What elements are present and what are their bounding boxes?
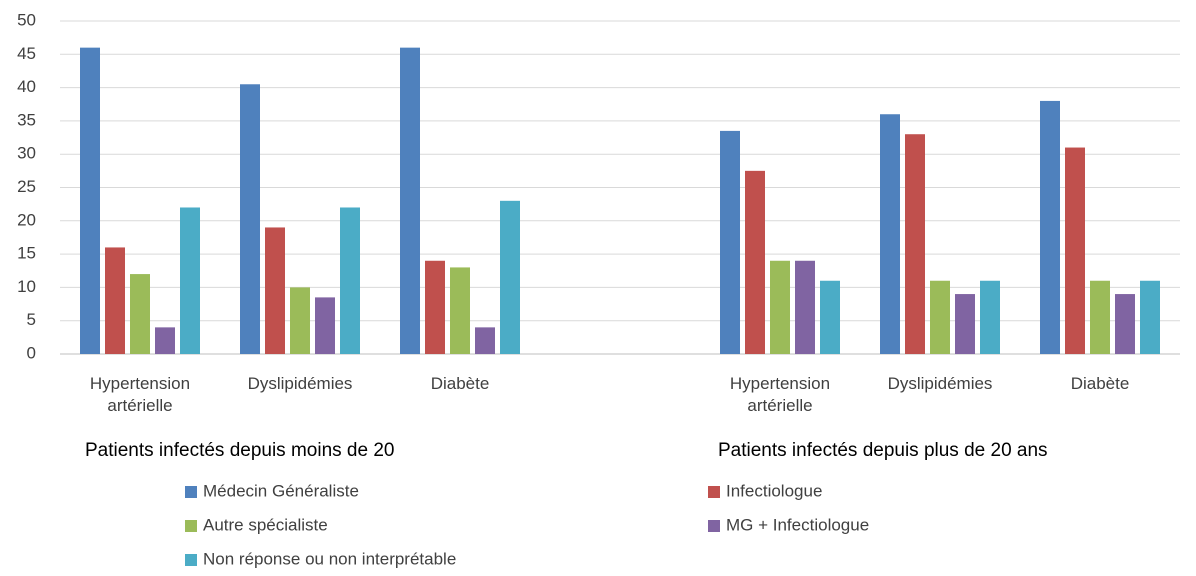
y-tick-label: 35 xyxy=(17,110,36,129)
x-tick-label: Hypertension artérielle xyxy=(89,374,191,415)
bar xyxy=(340,207,360,354)
bar xyxy=(980,280,1000,354)
bar xyxy=(1090,280,1110,354)
bar xyxy=(955,294,975,354)
bar xyxy=(425,260,445,354)
bar xyxy=(290,287,310,354)
bar xyxy=(820,280,840,354)
bar xyxy=(80,47,100,354)
y-tick-label: 20 xyxy=(17,210,36,229)
legend-label: Autre spécialiste xyxy=(203,515,328,534)
bar xyxy=(130,274,150,354)
bar xyxy=(770,260,790,354)
bar xyxy=(880,114,900,355)
x-tick-label: Hypertension artérielle xyxy=(729,374,831,415)
bar xyxy=(795,260,815,354)
bar xyxy=(400,47,420,354)
y-tick-label: 30 xyxy=(17,144,36,163)
legend-swatch xyxy=(708,520,720,532)
bar xyxy=(180,207,200,354)
y-tick-label: 40 xyxy=(17,77,36,96)
bar xyxy=(905,134,925,354)
bar xyxy=(930,280,950,354)
bar xyxy=(720,130,740,354)
bar xyxy=(265,227,285,354)
legend-label: Non réponse ou non interprétable xyxy=(203,549,456,568)
legend-swatch xyxy=(185,520,197,532)
x-tick-label: Dyslipidémies xyxy=(247,374,353,393)
x-tick-label: Diabète xyxy=(430,374,490,393)
bar xyxy=(450,267,470,354)
bar xyxy=(745,170,765,354)
x-tick-label: Dyslipidémies xyxy=(887,374,993,393)
y-tick-label: 0 xyxy=(27,343,36,362)
legend-swatch xyxy=(185,554,197,566)
y-tick-label: 45 xyxy=(17,44,36,63)
bar xyxy=(1065,147,1085,354)
bar xyxy=(105,247,125,354)
y-tick-label: 10 xyxy=(17,277,36,296)
legend-label: Infectiologue xyxy=(726,481,822,500)
y-tick-label: 15 xyxy=(17,244,36,263)
bar xyxy=(315,297,335,354)
y-tick-label: 5 xyxy=(27,310,36,329)
bar xyxy=(1140,280,1160,354)
bar xyxy=(1040,100,1060,354)
bar xyxy=(155,327,175,354)
legend-swatch xyxy=(708,486,720,498)
bar xyxy=(240,84,260,355)
bar xyxy=(1115,294,1135,354)
bar xyxy=(500,200,520,354)
y-tick-label: 25 xyxy=(17,177,36,196)
group-label: Patients infectés depuis plus de 20 ans xyxy=(718,440,1048,461)
bar xyxy=(475,327,495,354)
legend-label: MG + Infectiologue xyxy=(726,515,869,534)
group-label: Patients infectés depuis moins de 20 xyxy=(85,440,394,461)
y-tick-label: 50 xyxy=(17,10,36,29)
x-tick-label: Diabète xyxy=(1070,374,1130,393)
legend-swatch xyxy=(185,486,197,498)
legend-label: Médecin Généraliste xyxy=(203,481,359,500)
